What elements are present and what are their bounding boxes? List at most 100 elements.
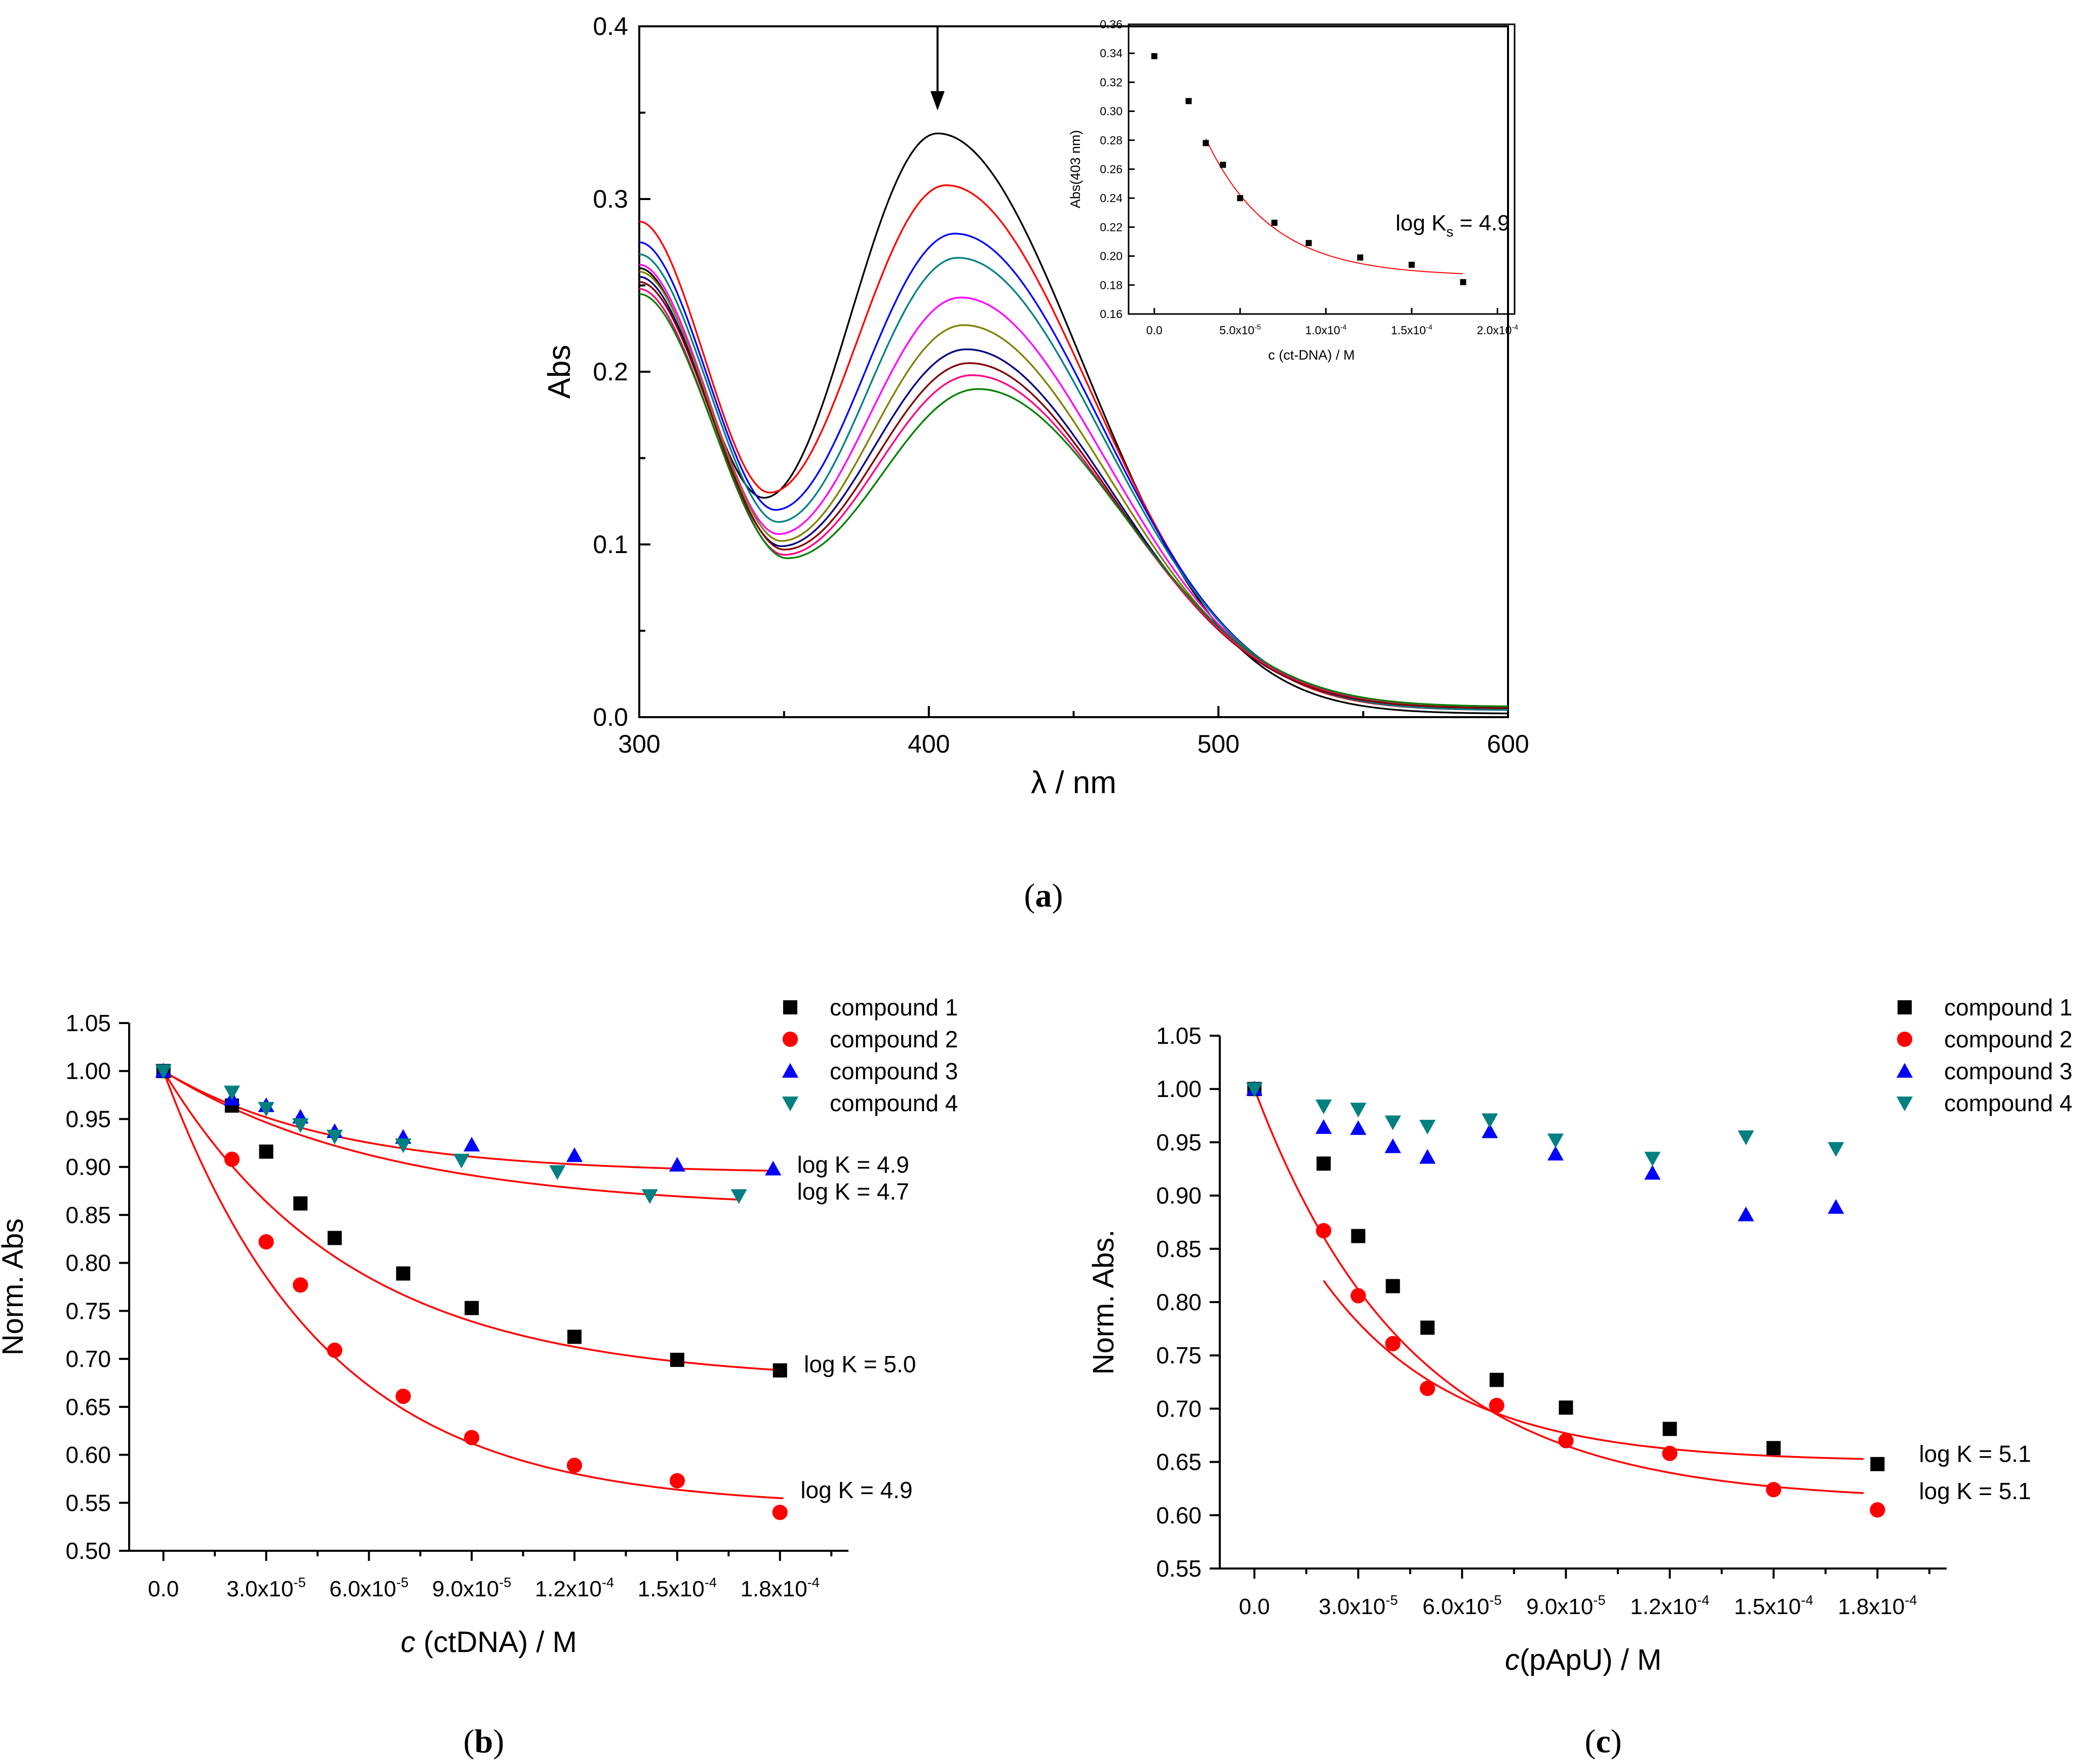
chart-b-legend-marker-1: [783, 1000, 797, 1014]
chart-c-series4-point: [1547, 1133, 1564, 1149]
chart-c-xtick-label: 0.0: [1239, 1594, 1270, 1619]
chart-b-series1-point: [327, 1231, 342, 1245]
chart-c-ytick-label: 0.85: [1156, 1236, 1202, 1262]
inset-data-point: [1237, 195, 1244, 202]
chart-a-xtick-label: 600: [1487, 730, 1529, 758]
chart-b-series3-point: [566, 1147, 583, 1162]
inset-annotation: log Ks = 4.9: [1396, 211, 1510, 240]
chart-b-series2-point: [566, 1458, 583, 1473]
chart-c-legend-label-4: compound 4: [1944, 1090, 2072, 1116]
chart-b-series2-point: [292, 1277, 308, 1293]
chart-c-series3-point: [1547, 1146, 1564, 1161]
chart-c-xtick-label: 6.0x10-5: [1422, 1592, 1501, 1619]
chart-c-series2-point: [1350, 1288, 1366, 1304]
chart-c-xtick-label: 1.8x10-4: [1838, 1592, 1917, 1619]
chart-b-xtick-label: 6.0x10-5: [329, 1575, 408, 1601]
chart-c-series4-point: [1828, 1142, 1844, 1157]
chart-b-ctdna-titration: 0.0 3.0x10-5 6.0x10-5 9.0x10-5 1.2x10-4 1.5x1…: [0, 994, 958, 1659]
chart-a-spectra: 300 400 500 600 0.0 0.1 0.2 0.3 0.4 λ / nm Abs: [542, 12, 1529, 800]
chart-c-legend-marker-3: [1896, 1063, 1913, 1078]
chart-c-series3-point: [1350, 1120, 1367, 1135]
chart-b-series4-point: [453, 1154, 470, 1169]
chart-c-xtick-label: 1.5x10-4: [1734, 1592, 1813, 1619]
chart-c-legend-label-1: compound 1: [1944, 994, 2072, 1021]
chart-b-xtick-label: 1.2x10-4: [535, 1575, 614, 1601]
inset-data-point: [1305, 240, 1312, 246]
inset-data-point: [1151, 53, 1157, 59]
chart-c-ytick-label: 1.05: [1156, 1023, 1202, 1049]
chart-b-logk-label-2: log K = 4.7: [797, 1179, 909, 1205]
chart-c-series2-point: [1558, 1433, 1574, 1448]
chart-b-series1-point: [465, 1301, 479, 1315]
chart-c-legend-marker-4: [1896, 1096, 1913, 1112]
chart-b-series4-point: [155, 1064, 172, 1079]
chart-b-series2-point: [224, 1151, 240, 1167]
chart-c-series1-point: [1489, 1373, 1504, 1387]
chart-a-xlabel: λ / nm: [1031, 765, 1116, 800]
chart-b-series3-point: [463, 1136, 480, 1152]
chart-c-ytick-label: 0.65: [1156, 1449, 1202, 1475]
chart-a-ytick-label: 0.3: [593, 185, 628, 213]
inset-xlabel: c (ct-DNA) / M: [1268, 347, 1355, 363]
chart-b-legend-label-2: compound 2: [830, 1026, 958, 1052]
chart-c-series4-point: [1737, 1130, 1754, 1145]
chart-c-logk-label-1: log K = 5.1: [1919, 1441, 2031, 1467]
chart-b-ytick-label: 0.75: [65, 1298, 111, 1324]
inset-xtick-label: 5.0x10-5: [1219, 323, 1261, 337]
chart-b-series4-point: [223, 1085, 240, 1101]
chart-b-logk-label-1: log K = 4.9: [797, 1152, 909, 1178]
chart-b-ylabel: Norm. Abs: [0, 1219, 29, 1356]
chart-b-series4-point: [292, 1118, 309, 1133]
inset-ytick-label: 0.32: [1100, 75, 1123, 89]
chart-c-ytick-label: 0.75: [1156, 1342, 1202, 1368]
chart-a-xtick-label: 500: [1197, 730, 1240, 758]
inset-xtick-label: 1.5x10-4: [1391, 323, 1433, 337]
chart-c-ylabel: Norm. Abs.: [1087, 1230, 1120, 1375]
chart-b-series4-point: [730, 1189, 747, 1204]
chart-c-xlabel: c(pApU) / M: [1505, 1643, 1661, 1676]
chart-c-ytick-label: 0.95: [1156, 1129, 1202, 1155]
chart-c-series3-point: [1419, 1149, 1436, 1164]
chart-a-ytick-label: 0.2: [593, 358, 628, 386]
chart-c-legend-marker-1: [1898, 1000, 1912, 1014]
inset-ytick-label: 0.20: [1100, 250, 1123, 263]
caption-c: (c): [1584, 1723, 1621, 1760]
chart-c-series1-point: [1351, 1229, 1366, 1243]
chart-b-series4-point: [395, 1138, 412, 1153]
caption-b: (b): [463, 1723, 505, 1760]
chart-c-series4-point: [1384, 1115, 1401, 1130]
chart-c-series3-point: [1315, 1119, 1332, 1134]
inset-ytick-label: 0.16: [1100, 307, 1123, 321]
inset-xtick-label: 2.0x10-4: [1477, 323, 1518, 337]
chart-b-ytick-label: 1.05: [65, 1010, 111, 1036]
chart-b-series2-point: [669, 1473, 685, 1488]
chart-c-papu-titration: 0.0 3.0x10-5 6.0x10-5 9.0x10-5 1.2x10-4 1.5x1…: [1087, 994, 2072, 1676]
chart-b-series4-point: [258, 1102, 275, 1117]
chart-a-spectrum-3: [639, 232, 1508, 711]
chart-b-ytick-label: 0.60: [65, 1442, 111, 1468]
chart-c-ytick-label: 0.90: [1156, 1183, 1202, 1209]
chart-c-ytick-label: 0.55: [1156, 1555, 1202, 1582]
chart-a-spectrum-1: [639, 132, 1508, 715]
chart-b-fit-curve-1: [163, 1070, 784, 1371]
chart-a-xtick-label: 400: [908, 730, 950, 758]
chart-c-series2-point: [1385, 1336, 1401, 1352]
chart-c-ytick-label: 1.00: [1156, 1076, 1202, 1102]
chart-c-ytick-label: 0.80: [1156, 1289, 1202, 1315]
chart-b-xtick-label: 1.5x10-4: [638, 1575, 717, 1601]
chart-c-fit-curve-1: [1323, 1280, 1864, 1460]
chart-c-series2-point: [1662, 1445, 1678, 1461]
chart-c-ytick-label: 0.70: [1156, 1395, 1202, 1422]
chart-b-fit-curve-3: [163, 1070, 777, 1172]
chart-b-series2-point: [395, 1388, 411, 1404]
inset-ytick-label: 0.36: [1100, 18, 1123, 31]
chart-a-spectrum-8: [639, 281, 1509, 709]
chart-a-inset-binding-plot: 0.0 5.0x10-5 1.0x10-4 1.5x10-4 2.0x10-4 0.16 0…: [1068, 18, 1518, 363]
inset-data-point: [1271, 219, 1278, 226]
chart-c-series2-point: [1419, 1381, 1436, 1396]
chart-c-series3-point: [1481, 1123, 1498, 1139]
panel-captions: (a) (b) (c): [463, 877, 1622, 1760]
inset-fit-curve: [1205, 138, 1463, 275]
chart-b-legend-label-3: compound 3: [830, 1058, 958, 1084]
